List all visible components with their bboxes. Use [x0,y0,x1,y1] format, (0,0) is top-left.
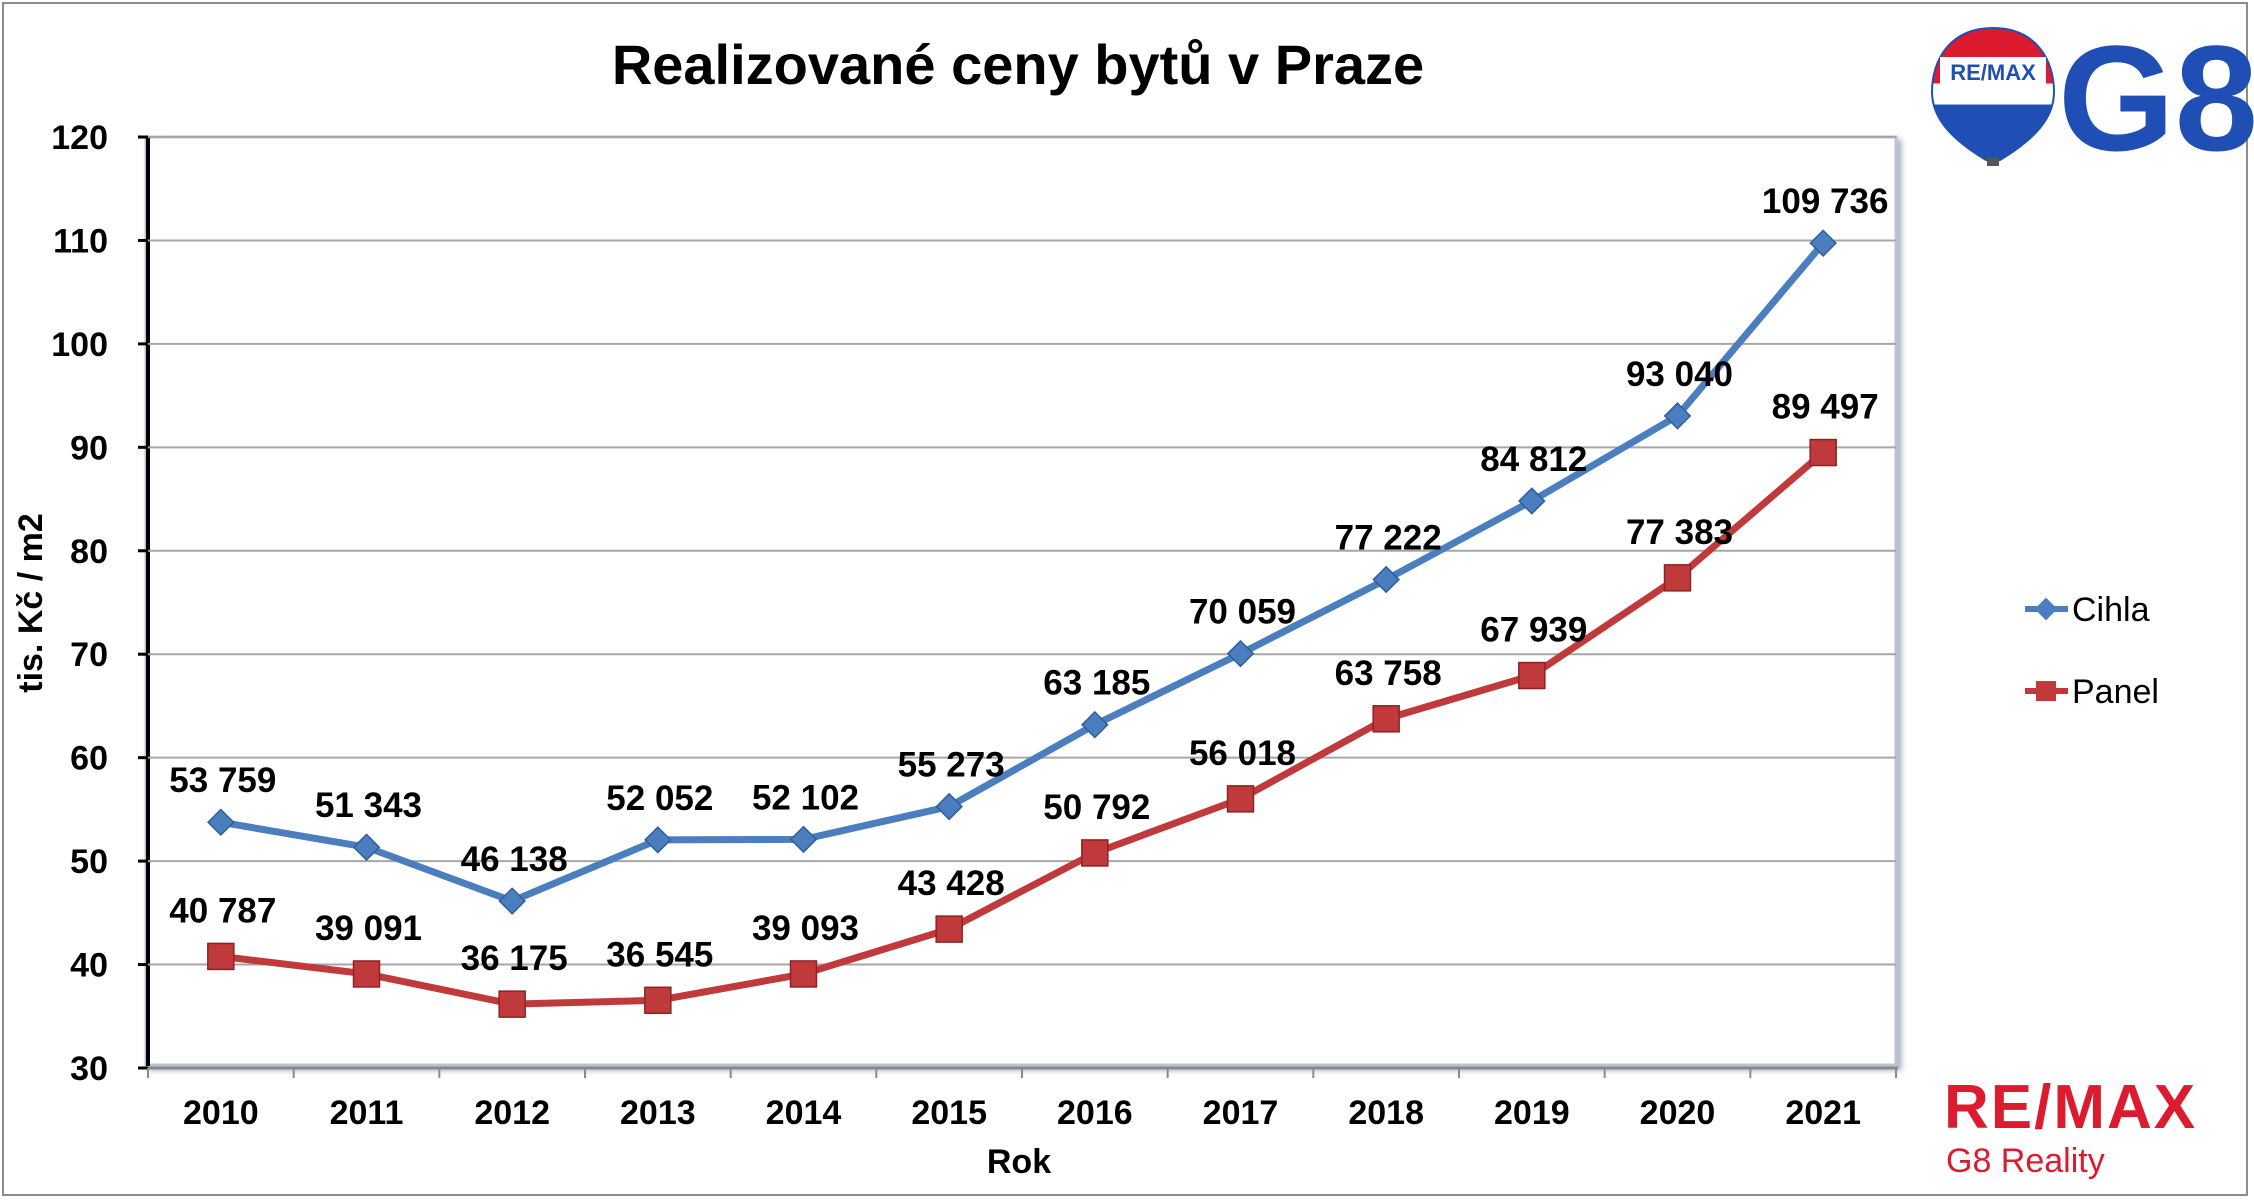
data-label: 77 222 [1335,519,1442,558]
remax-balloon-logo: RE/MAX [1930,26,2056,166]
data-point [644,986,672,1015]
x-tick-label: 2010 [183,1094,259,1132]
x-tick-label: 2012 [474,1094,550,1132]
x-tick-label: 2016 [1057,1094,1133,1132]
y-tick-label: 110 [53,222,108,260]
data-label: 63 758 [1335,654,1442,693]
x-tick-label: 2018 [1348,1094,1424,1132]
y-axis-ticks: 30 40 50 60 70 80 90 100 110 120 [51,119,148,1088]
data-label: 46 138 [461,840,568,879]
data-point [789,960,818,988]
legend-item-panel: Panel [2025,673,2159,711]
y-tick-label: 120 [51,119,108,157]
data-label: 89 497 [1772,388,1879,427]
data-label: 40 787 [169,891,276,930]
data-label: 36 175 [461,939,568,978]
legend-item-cihla: Cihla [2025,591,2150,629]
series-markers [207,229,1837,1018]
data-point [498,990,526,1018]
series-line-cihla [220,240,1826,905]
x-tick-label: 2017 [1203,1094,1279,1132]
series-line-panel [220,449,1826,1008]
balloon-text: RE/MAX [1950,60,2036,85]
data-point [1809,438,1837,467]
data-label: 84 812 [1480,440,1587,479]
data-label: 52 102 [752,778,859,817]
data-label: 56 018 [1189,734,1296,773]
y-tick-label: 60 [70,740,108,778]
data-label: 39 093 [752,909,859,948]
data-point [352,960,381,988]
data-point [207,808,235,837]
data-label: 52 052 [606,779,713,818]
data-label: 36 545 [606,935,713,974]
data-point [1081,839,1109,867]
remax-logo-subtitle: G8 Reality [1946,1142,2105,1180]
data-label: 53 759 [169,761,276,800]
data-point [1372,565,1400,594]
y-tick-label: 50 [70,843,108,881]
data-label: 50 792 [1043,788,1150,827]
gridlines [148,136,1896,966]
data-point [352,833,381,862]
data-label: 93 040 [1626,355,1733,394]
data-label: 55 273 [898,746,1005,785]
data-point [1663,564,1692,592]
data-point [1226,639,1255,668]
series-lines [220,240,1826,1008]
x-tick-label: 2011 [330,1094,404,1132]
data-label: 39 091 [315,909,422,948]
x-tick-label: 2019 [1494,1094,1570,1132]
y-tick-label: 80 [70,533,108,571]
y-tick-label: 100 [51,326,108,364]
x-axis-label: Rok [987,1143,1051,1181]
legend: Cihla Panel [2025,591,2159,711]
g8-logo-text: G8 [2058,14,2254,182]
data-point [789,825,818,854]
data-label: 51 343 [315,786,422,825]
x-tick-label: 2014 [766,1094,842,1132]
data-label: 43 428 [898,864,1005,903]
data-point [644,826,672,854]
y-tick-label: 30 [70,1050,108,1088]
y-tick-label: 90 [70,429,108,467]
chart-title: Realizované ceny bytů v Praze [612,33,1424,96]
data-point [935,792,963,821]
y-tick-label: 40 [70,947,108,985]
y-tick-label: 70 [70,636,108,674]
data-label: 67 939 [1480,611,1587,650]
y-axis-label: tis. Kč / m2 [12,513,50,693]
data-point [1518,487,1546,515]
x-tick-label: 2021 [1785,1094,1861,1132]
data-point [1372,705,1400,733]
data-label: 70 059 [1189,593,1296,632]
x-axis-ticks: 2010 2011 2012 2013 2014 2015 2016 2017 2018 2019… [147,1068,1897,1132]
x-tick-label: 2013 [620,1094,696,1132]
data-point [935,915,963,943]
data-point [1518,661,1546,690]
x-tick-label: 2020 [1640,1094,1716,1132]
data-point [498,887,526,915]
data-point [1226,785,1255,813]
data-point [1809,229,1837,257]
x-tick-label: 2015 [911,1094,987,1132]
data-point [1663,402,1692,430]
remax-logo-text: RE/MAX [1944,1073,2197,1142]
legend-label-panel: Panel [2072,673,2159,711]
data-label: 109 736 [1762,182,1889,221]
legend-label-cihla: Cihla [2072,591,2150,629]
data-point [1081,710,1109,739]
data-label: 63 185 [1043,664,1150,703]
data-labels: 53 759 51 343 46 138 52 052 52 102 55 273 63 1… [169,182,1888,978]
data-label: 77 383 [1626,513,1733,552]
data-point [207,942,235,971]
